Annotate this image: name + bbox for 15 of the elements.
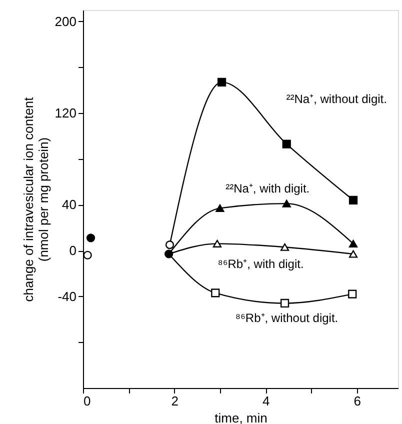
series-label: ²²Na⁺, with digit. [226, 182, 310, 196]
x-axis-title: time, min [214, 410, 268, 424]
series-label: ⁸⁶Rb⁺, without digit. [235, 311, 338, 326]
y-tick-label: 200 [54, 14, 76, 29]
y-tick-label: 0 [69, 243, 76, 258]
x-tick-label: 6 [354, 394, 362, 408]
series-label: ⁸⁶Rb⁺, with digit. [218, 257, 304, 272]
y-tick-label: 40 [62, 197, 76, 212]
x-tick-label: 2 [171, 394, 178, 408]
x-tick-label: 4 [262, 394, 270, 408]
y-tick-label: -40 [58, 288, 76, 304]
y-axis-title: change of intravesicular ion content (nmol per mg protein) [20, 96, 51, 302]
y-tick-label: 120 [54, 106, 76, 121]
text: ²²Na⁺, without digit. [286, 92, 387, 106]
x-tick-label: 0 [84, 394, 91, 408]
